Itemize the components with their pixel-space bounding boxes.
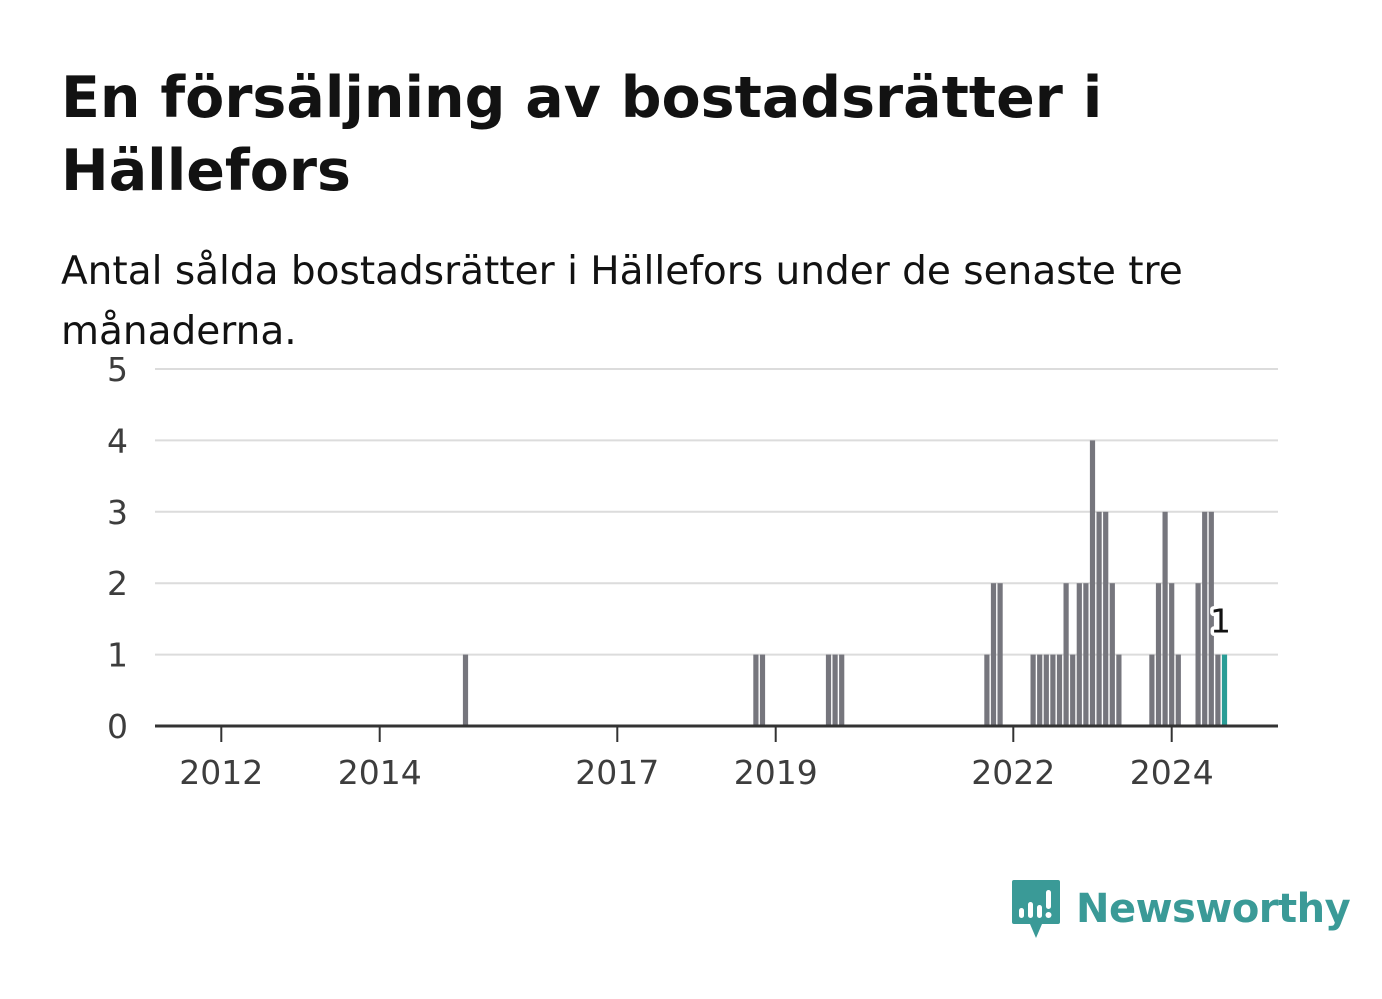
bar-series	[462, 440, 1228, 726]
bar	[984, 654, 990, 726]
x-axis	[155, 724, 1278, 742]
bar	[1070, 654, 1076, 726]
newsworthy-logo-icon	[1012, 880, 1060, 938]
y-axis-tick-labels: 0 1 2 3 4 5	[107, 350, 128, 746]
data-label: 1	[1210, 602, 1231, 641]
x-axis-tick-labels: 2012 2014 2017 2019 2022 2024	[179, 753, 1213, 792]
x-tick-label: 2022	[971, 753, 1055, 792]
bar	[1169, 583, 1175, 726]
bar	[1037, 654, 1043, 726]
bar	[1162, 511, 1168, 726]
bar	[1043, 654, 1049, 726]
y-tick-label: 2	[107, 564, 128, 603]
y-tick-label: 1	[107, 636, 128, 675]
bar	[1195, 583, 1201, 726]
chart-title: En försäljning av bostadsrätter i Hällef…	[61, 65, 1103, 204]
y-tick-label: 0	[107, 707, 128, 746]
bar	[1063, 583, 1069, 726]
x-tick-label: 2024	[1130, 753, 1214, 792]
bar	[1215, 654, 1221, 726]
bar	[1202, 511, 1208, 726]
data-labels: 1	[1207, 598, 1235, 644]
bar	[1109, 583, 1115, 726]
bar	[839, 654, 845, 726]
bar	[753, 654, 759, 726]
bar	[1089, 440, 1096, 726]
bar	[832, 654, 838, 726]
y-tick-label: 4	[107, 421, 128, 460]
bar	[759, 654, 766, 726]
bar	[462, 654, 469, 726]
bar	[1076, 583, 1082, 726]
x-tick-label: 2014	[338, 753, 422, 792]
bar	[997, 583, 1003, 726]
bar	[1103, 511, 1109, 726]
y-tick-label: 5	[107, 350, 128, 389]
bar	[825, 654, 832, 726]
brand-logo: Newsworthy	[1010, 878, 1351, 940]
x-tick-label: 2019	[734, 753, 818, 792]
bar-highlight	[1221, 654, 1228, 726]
x-tick-label: 2012	[179, 753, 263, 792]
y-tick-label: 3	[107, 493, 128, 532]
bar	[1116, 654, 1122, 726]
bar	[990, 583, 997, 726]
chart-subtitle: Antal sålda bostadsrätter i Hällefors un…	[61, 249, 1183, 354]
bar	[1083, 583, 1089, 726]
bar	[1056, 654, 1063, 726]
bar	[1175, 654, 1181, 726]
bar	[1096, 511, 1102, 726]
bar	[1155, 583, 1162, 726]
brand-name: Newsworthy	[1076, 886, 1351, 932]
x-tick-label: 2017	[575, 753, 659, 792]
bar	[1030, 654, 1036, 726]
bar	[1208, 511, 1214, 726]
bar	[1050, 654, 1056, 726]
bar	[1149, 654, 1155, 726]
grid-lines	[155, 368, 1278, 656]
